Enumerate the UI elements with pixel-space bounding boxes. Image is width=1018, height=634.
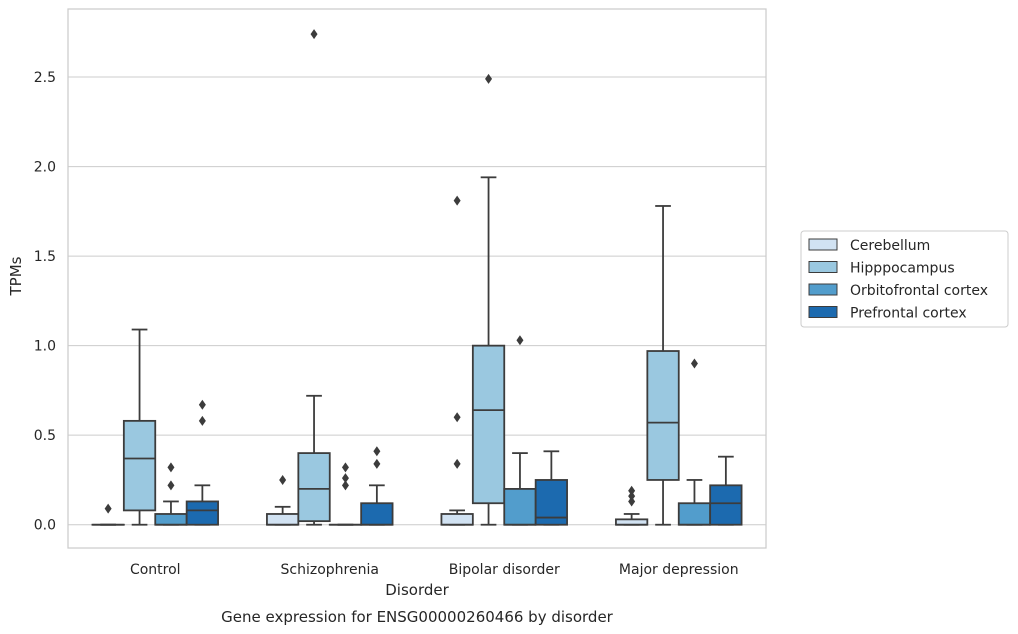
box-orbitofrontal-cortex: [503, 335, 537, 526]
box-orbitofrontal-cortex: [677, 358, 712, 526]
box-body: [646, 350, 680, 481]
box-cerebellum: [91, 503, 125, 526]
outlier-point: [310, 29, 318, 40]
box-body: [677, 502, 712, 526]
x-axis-label: Disorder: [385, 581, 449, 599]
outlier-point: [453, 195, 461, 206]
x-tick-label: Schizophrenia: [281, 562, 379, 578]
box-body: [266, 513, 300, 526]
outlier-point: [341, 473, 349, 484]
box-body: [122, 419, 157, 512]
x-tick-label: Control: [130, 562, 181, 578]
y-axis-label: TPMs: [7, 256, 25, 296]
box-hipppocampus: [297, 29, 331, 526]
outlier-point: [167, 480, 175, 491]
box-hipppocampus: [646, 205, 680, 526]
box-body: [709, 484, 743, 526]
outlier-point: [373, 446, 381, 457]
box-body: [360, 502, 394, 526]
chart-caption: Gene expression for ENSG00000260466 by d…: [221, 608, 614, 626]
outlier-point: [628, 485, 636, 496]
legend-swatch: [808, 238, 838, 251]
outlier-point: [198, 399, 206, 410]
box-cerebellum: [440, 195, 474, 526]
grid-lines: [68, 76, 766, 526]
y-tick-label: 1.0: [34, 339, 56, 355]
box-body: [471, 344, 506, 505]
box-prefrontal-cortex: [534, 450, 568, 526]
box-body: [440, 513, 474, 526]
legend-swatch: [808, 306, 838, 318]
outlier-point: [104, 503, 112, 514]
x-axis-ticks: Control Schizophrenia Bipolar disorder Majo…: [130, 562, 739, 578]
legend-swatch: [808, 261, 838, 273]
box-body: [154, 513, 188, 526]
outlier-point: [628, 496, 636, 507]
legend-swatch: [808, 283, 838, 296]
box-hipppocampus: [471, 73, 506, 526]
box-prefrontal-cortex: [709, 455, 743, 526]
legend-label: Hipppocampus: [850, 261, 955, 277]
outlier-point: [453, 458, 461, 469]
legend: Cerebellum Hipppocampus Orbitofrontal cort…: [800, 230, 1009, 328]
y-axis-ticks: 0.0 0.5 1.0 1.5 2.0 2.5: [34, 70, 56, 534]
boxes: [91, 29, 743, 526]
box-orbitofrontal-cortex: [328, 462, 363, 526]
box-hipppocampus: [122, 328, 157, 526]
outlier-point: [279, 474, 287, 485]
legend-label: Cerebellum: [850, 238, 930, 254]
legend-label: Orbitofrontal cortex: [850, 283, 988, 299]
outlier-point: [167, 462, 175, 473]
outlier-point: [198, 415, 206, 426]
box-prefrontal-cortex: [185, 399, 219, 526]
y-tick-label: 1.5: [34, 249, 56, 265]
outlier-point: [516, 335, 524, 346]
outlier-point: [690, 358, 698, 369]
outlier-point: [341, 480, 349, 491]
legend-label: Prefrontal cortex: [850, 306, 967, 322]
legend-frame: [800, 230, 1009, 328]
box-cerebellum: [615, 485, 649, 526]
box-body: [503, 488, 537, 526]
y-tick-label: 2.5: [34, 70, 56, 86]
outlier-point: [341, 462, 349, 473]
box-orbitofrontal-cortex: [154, 462, 188, 526]
y-tick-label: 0.0: [34, 518, 56, 534]
x-tick-label: Major depression: [619, 562, 739, 578]
plot-frame: [67, 8, 767, 549]
outlier-point: [485, 73, 493, 84]
outlier-point: [373, 458, 381, 469]
y-tick-label: 2.0: [34, 160, 56, 176]
outlier-point: [628, 491, 636, 502]
x-tick-label: Bipolar disorder: [449, 562, 560, 578]
y-tick-label: 0.5: [34, 428, 56, 444]
box-body: [185, 500, 219, 526]
box-cerebellum: [266, 474, 300, 526]
box-prefrontal-cortex: [360, 446, 394, 526]
outlier-point: [453, 412, 461, 423]
box-body: [297, 452, 331, 523]
